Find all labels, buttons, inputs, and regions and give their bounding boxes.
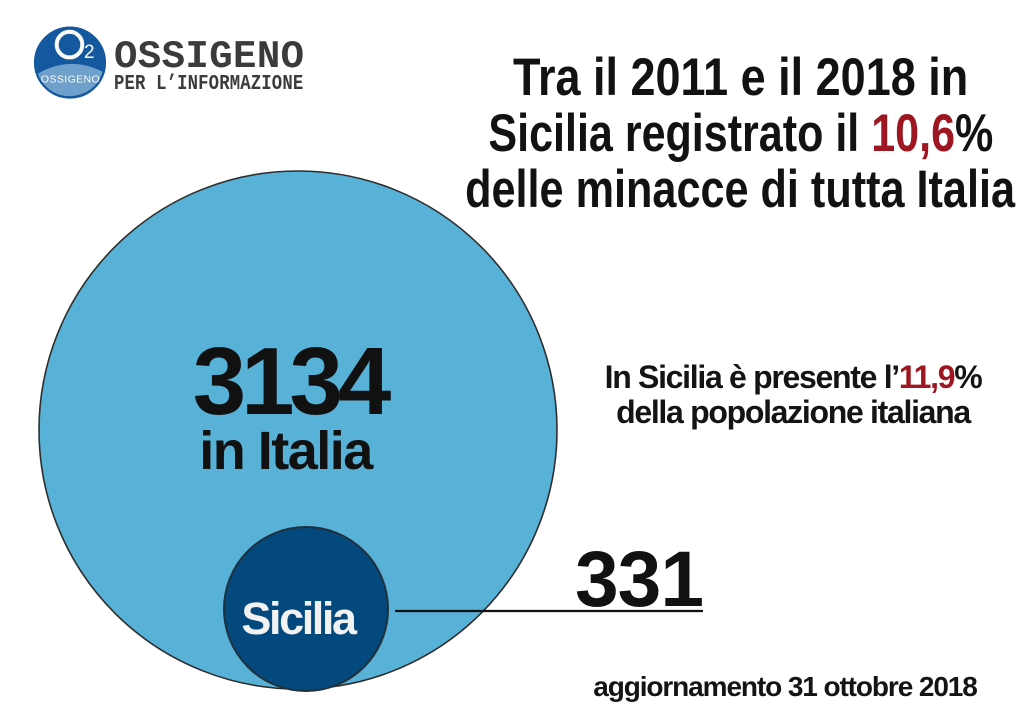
svg-text:OSSIGENO: OSSIGENO xyxy=(41,74,100,86)
svg-text:2: 2 xyxy=(84,42,95,63)
